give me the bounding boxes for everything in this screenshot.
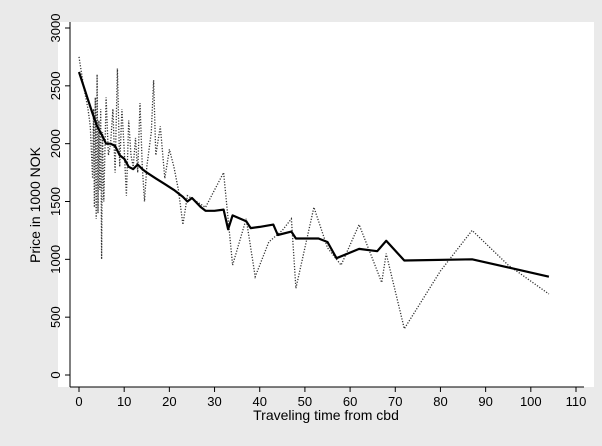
series-layer	[77, 56, 550, 331]
x-tick-label: 10	[117, 394, 131, 409]
x-tick-label: 50	[298, 394, 312, 409]
y-tick-label: 2500	[48, 71, 63, 100]
y-tick-label: 0	[48, 371, 63, 378]
x-tick-label: 60	[343, 394, 357, 409]
y-tick-label: 1000	[48, 245, 63, 274]
plot-area	[58, 22, 594, 387]
x-tick-label: 20	[162, 394, 176, 409]
y-tick-label: 2000	[48, 129, 63, 158]
y-axis-label: Price in 1000 NOK	[27, 146, 43, 263]
x-tick-label: 70	[388, 394, 402, 409]
x-tick-label: 40	[252, 394, 266, 409]
x-tick-label: 0	[75, 394, 82, 409]
x-axis-label: Traveling time from cbd	[253, 407, 399, 423]
x-tick-label: 80	[433, 394, 447, 409]
y-tick-label: 500	[48, 306, 63, 328]
y-tick-label: 1500	[48, 187, 63, 216]
x-tick-label: 30	[207, 394, 221, 409]
y-ticks: 0 500 1000 1500 2000 2500 3000	[48, 14, 70, 379]
x-tick-label: 90	[478, 394, 492, 409]
y-tick-label: 3000	[48, 14, 63, 43]
x-tick-label: 100	[520, 394, 542, 409]
series-line-solid	[77, 71, 550, 278]
x-ticks: 0 10 20 30 40 50 60 70 80 90 100 110	[75, 387, 586, 409]
x-tick-label: 110	[566, 394, 587, 409]
axes-layer	[69, 22, 584, 388]
